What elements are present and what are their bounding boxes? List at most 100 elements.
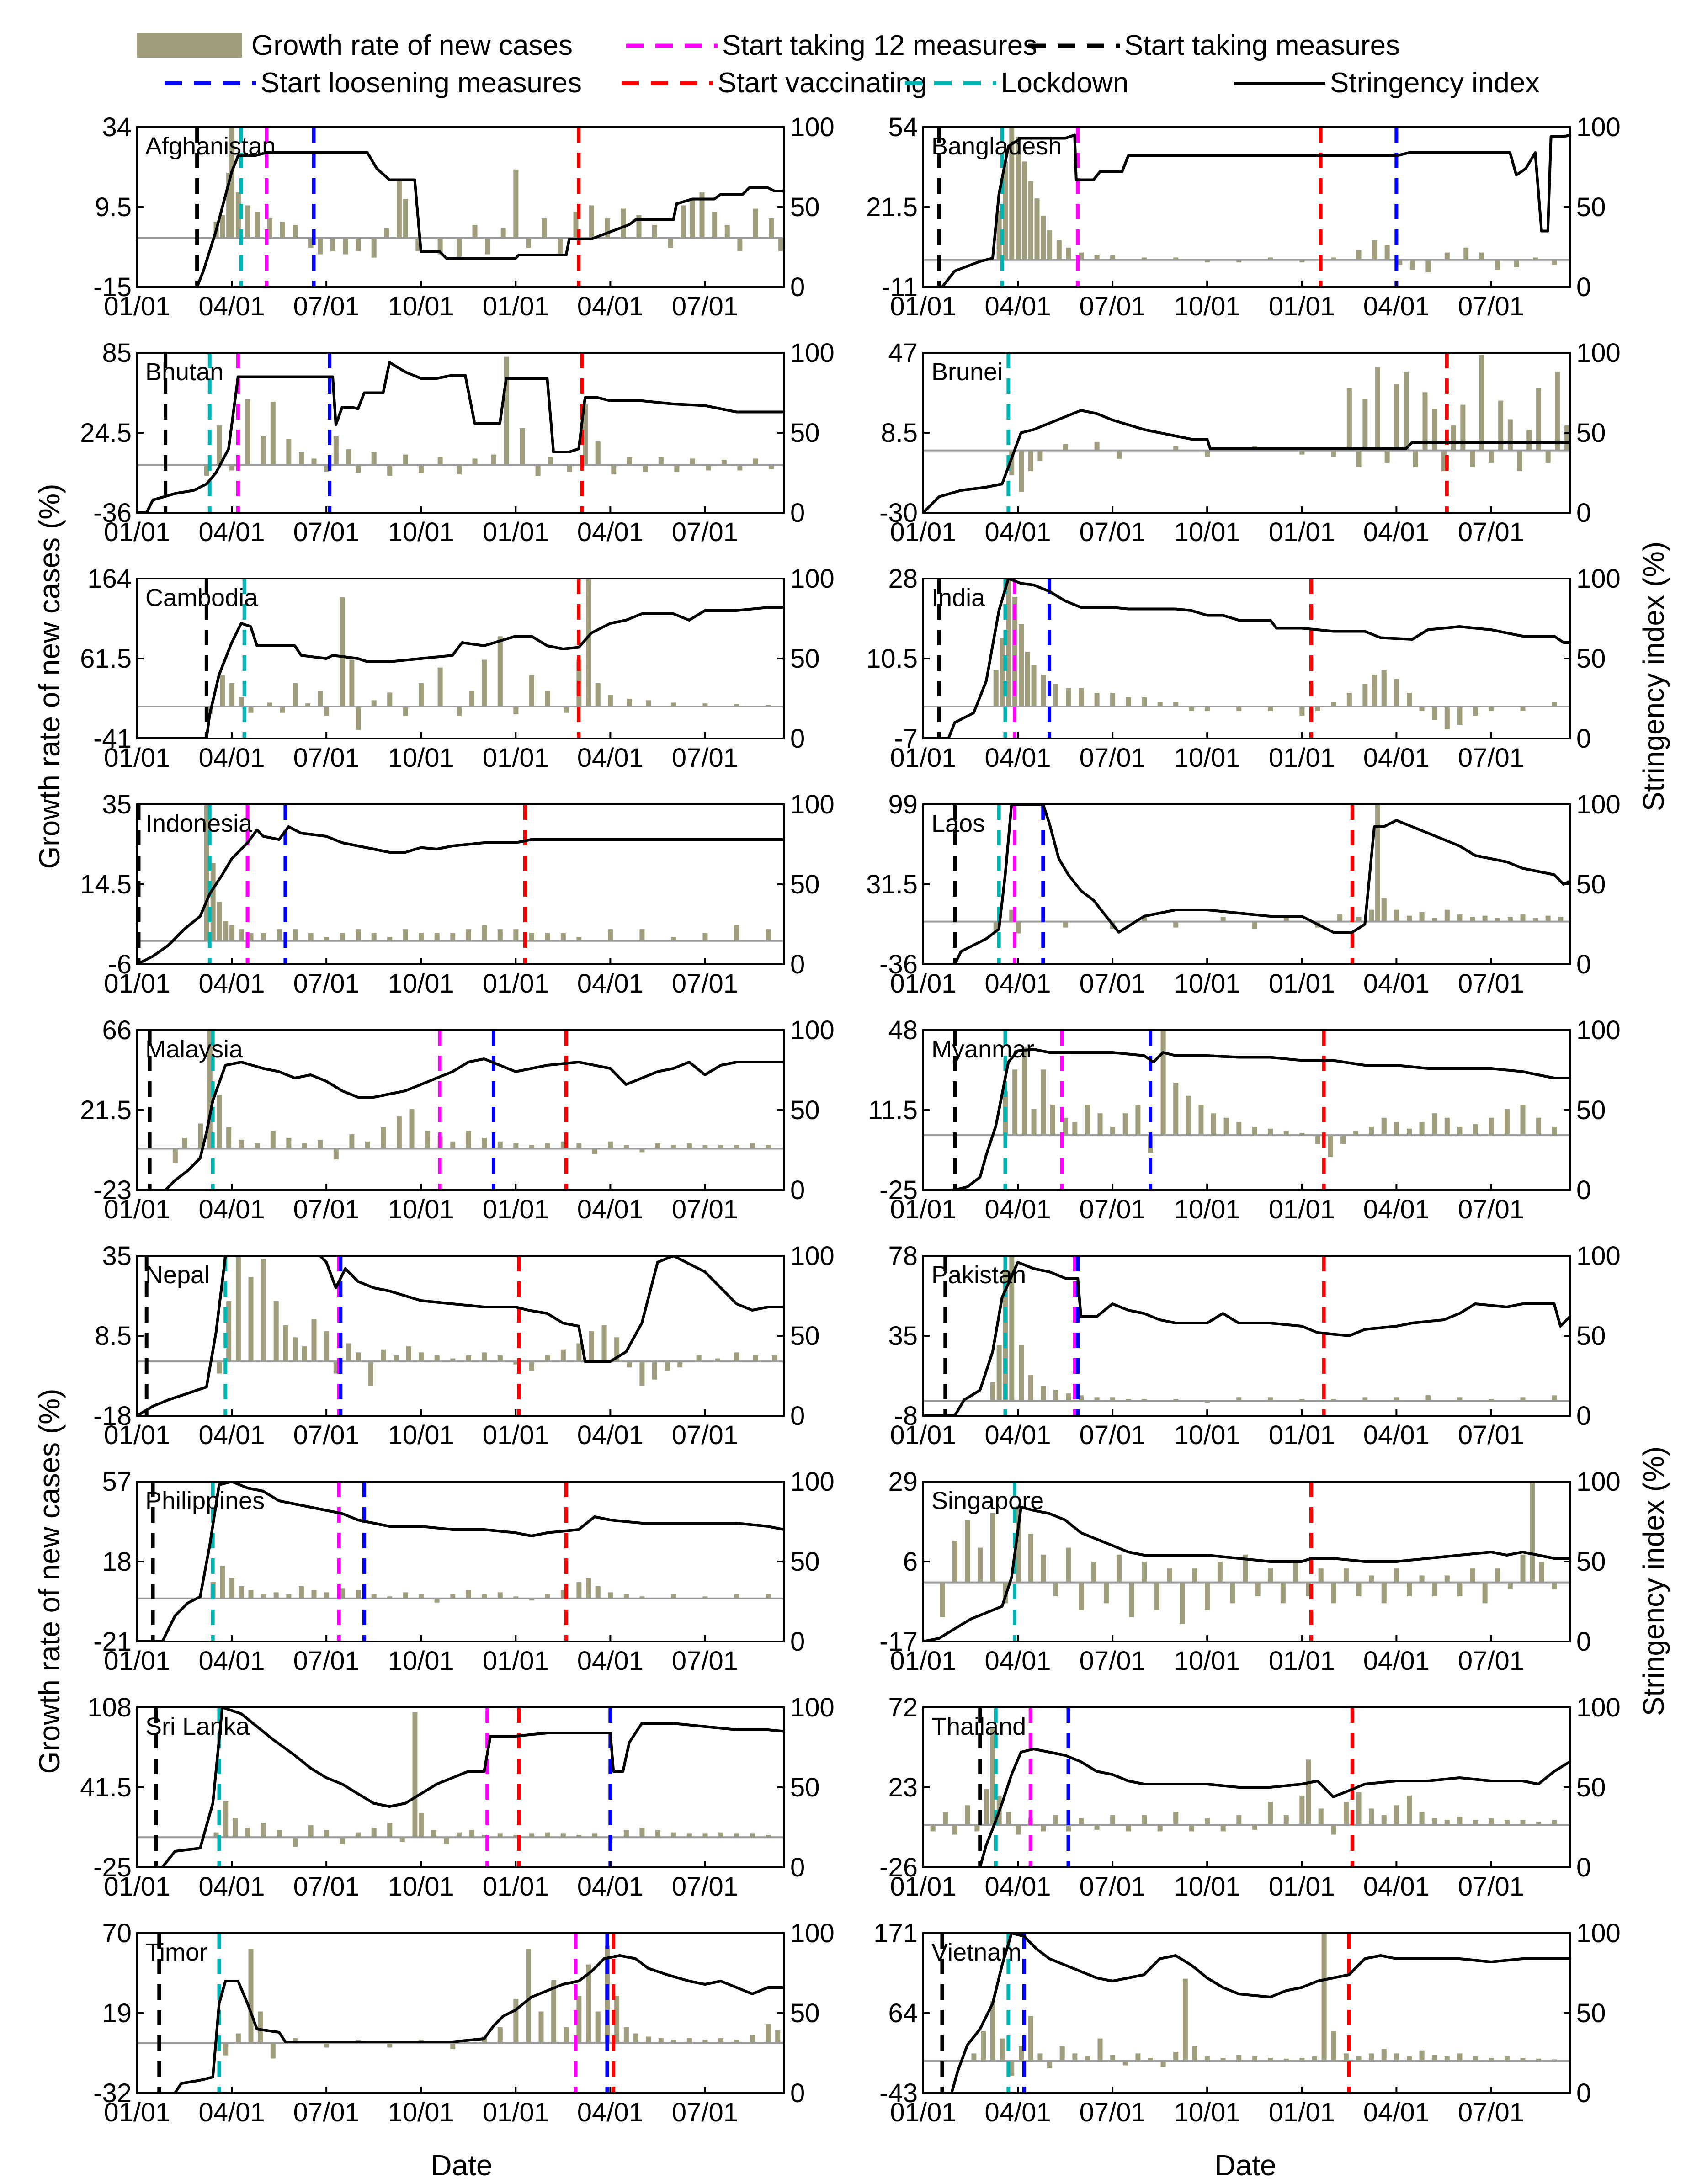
growth-bar (371, 238, 377, 258)
growth-bar (1041, 1554, 1046, 1583)
growth-bar (984, 1789, 989, 1825)
left-tick-label: 21.5 (866, 192, 918, 222)
growth-bar (1028, 450, 1033, 472)
growth-bar (217, 902, 222, 941)
growth-bar (1552, 1395, 1557, 1401)
growth-bar (1489, 450, 1494, 463)
growth-bar (978, 1547, 983, 1583)
growth-bar (1217, 1562, 1223, 1583)
growth-bar (1394, 1397, 1399, 1401)
growth-bar (715, 1358, 721, 1362)
growth-bar (586, 1578, 591, 1599)
panel-plot-area (137, 353, 784, 513)
growth-bar (1479, 355, 1484, 451)
growth-bar (497, 636, 503, 707)
growth-bar (589, 205, 594, 238)
growth-bar (365, 1141, 370, 1149)
x-tick-label: 01/01 (890, 1195, 956, 1224)
growth-bar (1157, 1825, 1163, 1832)
growth-bar (1444, 1117, 1450, 1136)
growth-bar (472, 458, 478, 465)
growth-bar (1006, 1812, 1011, 1825)
growth-bar (545, 1594, 550, 1599)
growth-bar (415, 238, 421, 251)
growth-bar (466, 1355, 471, 1362)
growth-bar (1126, 697, 1131, 707)
x-tick-label: 01/01 (104, 517, 170, 547)
x-tick-label: 07/01 (293, 1195, 360, 1224)
growth-bar (1072, 2053, 1078, 2061)
stringency-line (137, 1482, 784, 1642)
growth-bar (207, 1030, 213, 1149)
growth-bar (1173, 1083, 1179, 1136)
growth-bar (1066, 247, 1071, 260)
growth-bar (1337, 914, 1343, 922)
growth-bar (469, 1830, 474, 1838)
stringency-line (923, 1048, 1570, 1190)
panel-malaysia: -23 21.5 66 0 50 100 01/01 04/01 07/01 10/01 01/01… (80, 1015, 835, 1224)
x-tick-label: 07/01 (1080, 969, 1146, 999)
growth-bar (567, 465, 572, 472)
growth-bar (293, 225, 298, 238)
growth-bar (384, 228, 389, 238)
x-tick-label: 04/01 (1363, 1195, 1430, 1224)
growth-bar (930, 1825, 936, 1832)
country-label: Philippines (145, 1487, 265, 1514)
panel-indonesia: -6 14.5 35 0 50 100 01/01 04/01 07/01 10/01 01/01 0… (80, 790, 835, 999)
x-tick-label: 04/01 (198, 1195, 265, 1224)
left-tick-label: 70 (102, 1918, 132, 1948)
growth-bar (1404, 371, 1409, 451)
growth-bar (1432, 409, 1437, 451)
country-label: India (931, 584, 985, 611)
growth-bar (273, 1592, 279, 1599)
growth-bar (623, 1145, 629, 1149)
growth-bar (396, 179, 402, 238)
panel-frame (136, 1932, 785, 2094)
growth-bar (1558, 917, 1564, 922)
growth-bar (482, 659, 487, 707)
growth-bar (1034, 198, 1040, 260)
right-tick-label: 0 (790, 1175, 805, 1205)
growth-bar (403, 929, 408, 941)
growth-bar (766, 1594, 771, 1599)
growth-bar (608, 1592, 613, 1599)
legend-label: Start taking measures (1124, 30, 1400, 61)
growth-bar (280, 707, 285, 713)
growth-bar (1066, 1825, 1071, 1832)
growth-bar (655, 1830, 660, 1838)
growth-bar (1381, 1815, 1387, 1825)
growth-bar (466, 929, 471, 941)
growth-bar (1116, 1554, 1122, 1583)
growth-bar (1545, 450, 1551, 463)
growth-bar (529, 1598, 534, 1601)
growth-bar (623, 2027, 629, 2043)
growth-bar (482, 1352, 487, 1362)
left-tick-label: 8.5 (881, 418, 918, 448)
growth-bar (444, 1837, 449, 1844)
growth-bar (1340, 1135, 1346, 1144)
growth-bar (1053, 1390, 1058, 1401)
left-tick-label: 78 (888, 1241, 918, 1271)
growth-bar (349, 659, 355, 707)
panel-cambodia: -41 61.5 164 0 50 100 01/01 04/01 07/01 10/01 01/0… (80, 564, 835, 773)
growth-bar (1110, 1126, 1116, 1136)
growth-bar (1189, 707, 1194, 711)
growth-bar (280, 222, 285, 238)
growth-bar (639, 1828, 645, 1838)
x-tick-label: 01/01 (890, 969, 956, 999)
growth-bar (1280, 1582, 1286, 1604)
growth-bar (1053, 1582, 1058, 1597)
growth-bar (324, 707, 330, 716)
growth-bar (592, 1148, 597, 1154)
growth-bar (627, 698, 632, 707)
growth-bar (1441, 450, 1447, 472)
panel-nepal: -18 8.5 35 0 50 100 01/01 04/01 07/01 10/01 01/01 0… (93, 1241, 835, 1450)
panel-vietnam: -43 64 171 0 50 100 01/01 04/01 07/01 10/01 01/01 0… (873, 1918, 1621, 2127)
growth-bar (1018, 450, 1024, 492)
growth-bar (702, 933, 708, 941)
growth-bar (560, 1141, 566, 1149)
right-tick-label: 0 (790, 1401, 805, 1431)
growth-bar (1419, 2050, 1425, 2061)
growth-bar (1375, 804, 1380, 922)
growth-bar (450, 1358, 456, 1362)
